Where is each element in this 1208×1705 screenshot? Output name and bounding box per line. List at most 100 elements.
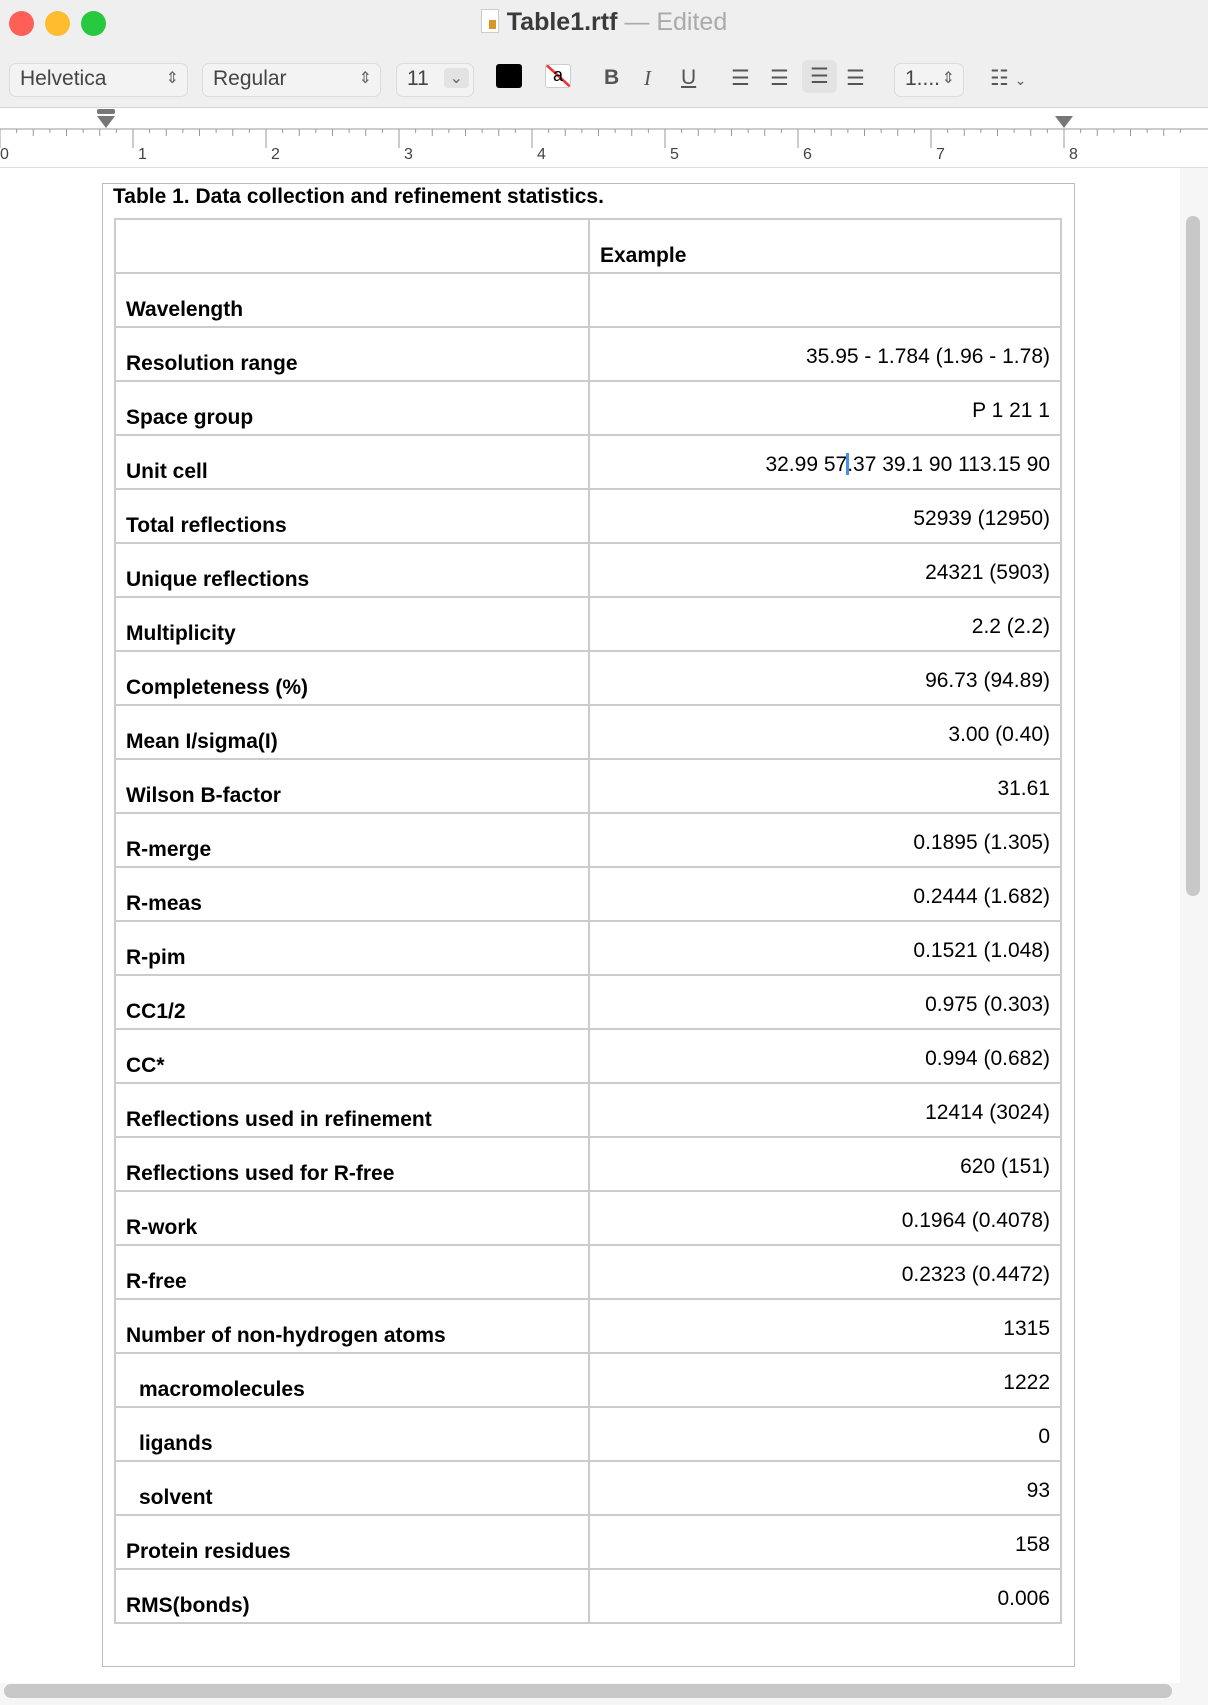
table-row: Mean I/sigma(I) 3.00 (0.40) — [114, 704, 1062, 760]
table-row: solvent 93 — [114, 1460, 1062, 1516]
ruler-label: 4 — [537, 146, 546, 163]
row-value[interactable]: 52939 (12950) — [588, 488, 1062, 544]
row-label[interactable]: Total reflections — [114, 488, 590, 544]
row-value[interactable]: 32.99 57.37 39.1 90 113.15 90 — [588, 434, 1062, 490]
ruler[interactable]: 0 1 2 3 4 5 6 7 8 — [0, 108, 1208, 168]
row-value[interactable]: 31.61 — [588, 758, 1062, 814]
row-value[interactable]: 158 — [588, 1514, 1062, 1570]
row-label[interactable]: CC1/2 — [114, 974, 590, 1030]
ruler-label: 0 — [0, 146, 9, 163]
edited-status: Edited — [656, 8, 728, 36]
font-family-value: Helvetica — [20, 67, 107, 90]
table-row: macromolecules 1222 — [114, 1352, 1062, 1408]
row-label[interactable]: RMS(bonds) — [114, 1568, 590, 1624]
row-value[interactable] — [588, 272, 1062, 328]
align-right-icon[interactable]: ☰ — [802, 60, 837, 93]
value-part: .37 39.1 90 113.15 90 — [847, 453, 1050, 476]
line-spacing-select[interactable]: 1.... ⇕ — [894, 63, 964, 97]
minimize-button[interactable] — [45, 11, 70, 36]
align-center-icon[interactable]: ☰ — [770, 67, 789, 90]
bold-button[interactable]: B — [604, 66, 620, 89]
row-label[interactable]: ligands — [114, 1406, 590, 1462]
justify-icon[interactable]: ☰ — [846, 67, 865, 90]
row-value[interactable]: 96.73 (94.89) — [588, 650, 1062, 706]
font-family-select[interactable]: Helvetica ⇕ — [9, 63, 188, 97]
row-label[interactable]: Wilson B-factor — [114, 758, 590, 814]
header-cell-empty[interactable] — [114, 218, 590, 274]
row-label[interactable]: solvent — [114, 1460, 590, 1516]
row-value[interactable]: 2.2 (2.2) — [588, 596, 1062, 652]
row-value[interactable]: 12414 (3024) — [588, 1082, 1062, 1138]
text-color-well[interactable] — [496, 64, 522, 88]
italic-button[interactable]: I — [644, 66, 651, 90]
row-value[interactable]: 0 — [588, 1406, 1062, 1462]
font-style-value: Regular — [213, 67, 287, 90]
row-value[interactable]: 93 — [588, 1460, 1062, 1516]
row-label[interactable]: Multiplicity — [114, 596, 590, 652]
font-size-combo[interactable]: 11 ⌄ — [396, 63, 474, 97]
row-label[interactable]: R-pim — [114, 920, 590, 976]
ruler-label: 5 — [670, 146, 679, 163]
row-value[interactable]: 0.2323 (0.4472) — [588, 1244, 1062, 1300]
horizontal-scrollbar[interactable] — [4, 1684, 1172, 1698]
row-label[interactable]: R-work — [114, 1190, 590, 1246]
row-value[interactable]: 620 (151) — [588, 1136, 1062, 1192]
row-value[interactable]: 1222 — [588, 1352, 1062, 1408]
left-indent-marker[interactable] — [97, 116, 115, 128]
updown-icon: ⇕ — [941, 70, 955, 87]
row-value[interactable]: 1315 — [588, 1298, 1062, 1354]
row-value[interactable]: 0.1895 (1.305) — [588, 812, 1062, 868]
row-label[interactable]: R-merge — [114, 812, 590, 868]
first-line-indent-marker[interactable] — [97, 109, 115, 114]
right-indent-marker[interactable] — [1055, 116, 1073, 128]
list-icon[interactable]: ☷ ⌄ — [990, 67, 1027, 90]
row-label[interactable]: macromolecules — [114, 1352, 590, 1408]
table-row: Wilson B-factor 31.61 — [114, 758, 1062, 814]
close-button[interactable] — [9, 11, 34, 36]
row-label[interactable]: R-free — [114, 1244, 590, 1300]
row-label[interactable]: Reflections used for R-free — [114, 1136, 590, 1192]
zoom-button[interactable] — [81, 11, 106, 36]
table-header-row: Example — [114, 218, 1062, 274]
table-row: Resolution range 35.95 - 1.784 (1.96 - 1.… — [114, 326, 1062, 382]
row-label[interactable]: Unique reflections — [114, 542, 590, 598]
row-label[interactable]: Protein residues — [114, 1514, 590, 1570]
row-value[interactable]: 24321 (5903) — [588, 542, 1062, 598]
ruler-label: 6 — [803, 146, 812, 163]
background-color-well[interactable]: a — [545, 64, 571, 88]
row-value[interactable]: 0.1521 (1.048) — [588, 920, 1062, 976]
row-value[interactable]: 0.006 — [588, 1568, 1062, 1624]
row-value[interactable]: 0.1964 (0.4078) — [588, 1190, 1062, 1246]
row-label[interactable]: Unit cell — [114, 434, 590, 490]
row-label[interactable]: Reflections used in refinement — [114, 1082, 590, 1138]
row-label[interactable]: Space group — [114, 380, 590, 436]
chevron-down-icon[interactable]: ⌄ — [443, 68, 469, 88]
statistics-table[interactable]: Example Wavelength Resolution range 35.95 … — [114, 218, 1062, 1624]
underline-button[interactable]: U — [681, 66, 697, 89]
font-style-select[interactable]: Regular ⇕ — [202, 63, 381, 97]
row-label[interactable]: Number of non-hydrogen atoms — [114, 1298, 590, 1354]
vertical-scrollbar[interactable] — [1186, 216, 1200, 896]
row-value[interactable]: 3.00 (0.40) — [588, 704, 1062, 760]
row-value[interactable]: 0.975 (0.303) — [588, 974, 1062, 1030]
row-label[interactable]: Wavelength — [114, 272, 590, 328]
ruler-label: 7 — [936, 146, 945, 163]
row-label[interactable]: R-meas — [114, 866, 590, 922]
align-left-icon[interactable]: ☰ — [731, 67, 750, 90]
row-value[interactable]: 0.994 (0.682) — [588, 1028, 1062, 1084]
font-size-value: 11 — [407, 67, 429, 90]
text-caret — [845, 453, 849, 475]
table-row: Number of non-hydrogen atoms 1315 — [114, 1298, 1062, 1354]
row-label[interactable]: Resolution range — [114, 326, 590, 382]
row-value[interactable]: 35.95 - 1.784 (1.96 - 1.78) — [588, 326, 1062, 382]
header-cell-example[interactable]: Example — [588, 218, 1062, 274]
row-label[interactable]: Mean I/sigma(I) — [114, 704, 590, 760]
row-label[interactable]: Completeness (%) — [114, 650, 590, 706]
table-row: RMS(bonds) 0.006 — [114, 1568, 1062, 1624]
row-label[interactable]: CC* — [114, 1028, 590, 1084]
table-row: R-work 0.1964 (0.4078) — [114, 1190, 1062, 1246]
table-row: R-free 0.2323 (0.4472) — [114, 1244, 1062, 1300]
row-value[interactable]: 0.2444 (1.682) — [588, 866, 1062, 922]
ruler-label: 2 — [271, 146, 280, 163]
row-value[interactable]: P 1 21 1 — [588, 380, 1062, 436]
